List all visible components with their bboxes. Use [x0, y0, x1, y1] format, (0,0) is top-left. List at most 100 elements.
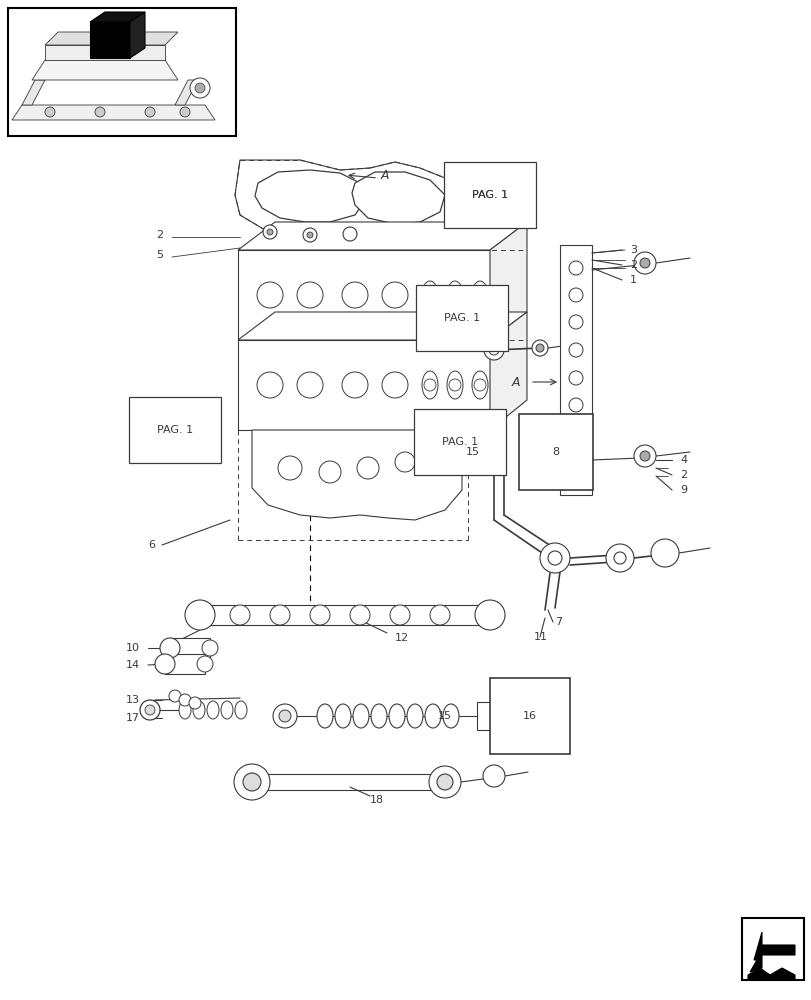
Circle shape [650, 539, 678, 567]
Text: PAG. 1: PAG. 1 [157, 425, 193, 435]
Circle shape [569, 315, 582, 329]
Text: 14: 14 [126, 660, 139, 670]
Circle shape [297, 282, 323, 308]
Circle shape [535, 344, 543, 352]
Text: 7: 7 [554, 617, 561, 627]
Polygon shape [22, 80, 45, 105]
Text: 2: 2 [156, 230, 163, 240]
Polygon shape [351, 172, 444, 224]
Circle shape [169, 690, 181, 702]
Polygon shape [560, 245, 591, 495]
Circle shape [185, 600, 215, 630]
Ellipse shape [446, 281, 462, 309]
Circle shape [257, 282, 283, 308]
Ellipse shape [207, 701, 219, 719]
Text: 2: 2 [629, 260, 637, 270]
Circle shape [423, 379, 436, 391]
Circle shape [381, 372, 407, 398]
Circle shape [448, 289, 461, 301]
Circle shape [272, 704, 297, 728]
Bar [741, 918, 803, 980]
Text: 4: 4 [679, 455, 686, 465]
Circle shape [569, 473, 582, 487]
Text: PAG. 1: PAG. 1 [471, 190, 508, 200]
Polygon shape [200, 605, 489, 625]
Bar [476, 702, 492, 730]
Circle shape [474, 600, 504, 630]
Circle shape [448, 379, 461, 391]
Polygon shape [45, 32, 178, 45]
Circle shape [139, 700, 160, 720]
Circle shape [357, 457, 379, 479]
Text: 12: 12 [394, 633, 409, 643]
Circle shape [569, 425, 582, 439]
Polygon shape [32, 60, 178, 80]
Ellipse shape [471, 371, 487, 399]
Ellipse shape [178, 701, 191, 719]
Circle shape [270, 605, 290, 625]
Circle shape [230, 605, 250, 625]
Circle shape [178, 694, 191, 706]
Polygon shape [238, 250, 489, 340]
Polygon shape [255, 170, 365, 222]
Text: PAG. 1: PAG. 1 [444, 313, 479, 323]
Circle shape [613, 552, 625, 564]
Polygon shape [175, 80, 198, 105]
Ellipse shape [471, 281, 487, 309]
Polygon shape [749, 932, 794, 972]
Circle shape [436, 774, 453, 790]
Circle shape [95, 107, 105, 117]
Ellipse shape [371, 704, 387, 728]
Ellipse shape [422, 371, 437, 399]
Circle shape [639, 451, 649, 461]
Ellipse shape [422, 281, 437, 309]
Polygon shape [12, 105, 215, 120]
Polygon shape [489, 312, 526, 430]
Circle shape [195, 83, 204, 93]
Text: 6: 6 [148, 540, 155, 550]
Ellipse shape [221, 701, 233, 719]
Circle shape [160, 638, 180, 658]
Text: A: A [511, 375, 519, 388]
Text: 1: 1 [629, 275, 636, 285]
Circle shape [474, 289, 486, 301]
Text: 18: 18 [370, 795, 384, 805]
Text: 17: 17 [126, 713, 139, 723]
Circle shape [341, 372, 367, 398]
Circle shape [303, 228, 316, 242]
Circle shape [569, 453, 582, 467]
Circle shape [423, 289, 436, 301]
Text: 8: 8 [551, 447, 559, 457]
Circle shape [633, 252, 655, 274]
Circle shape [263, 225, 277, 239]
Circle shape [297, 372, 323, 398]
Ellipse shape [446, 371, 462, 399]
Bar [169, 638, 210, 658]
Polygon shape [234, 160, 454, 240]
Ellipse shape [353, 704, 368, 728]
Circle shape [202, 640, 217, 656]
Circle shape [145, 705, 155, 715]
Text: PAG. 1: PAG. 1 [471, 190, 508, 200]
Ellipse shape [443, 704, 458, 728]
Circle shape [488, 345, 499, 355]
Polygon shape [251, 430, 461, 520]
Ellipse shape [406, 704, 423, 728]
Text: 15: 15 [437, 711, 452, 721]
Circle shape [491, 706, 510, 726]
Polygon shape [747, 968, 794, 980]
Circle shape [342, 227, 357, 241]
Circle shape [431, 446, 448, 464]
Circle shape [242, 773, 260, 791]
Polygon shape [130, 12, 145, 58]
Polygon shape [238, 340, 489, 430]
Bar [165, 654, 204, 674]
Text: 3: 3 [629, 245, 636, 255]
Text: 2: 2 [679, 470, 686, 480]
Circle shape [569, 288, 582, 302]
Polygon shape [264, 774, 444, 790]
Text: 10: 10 [126, 643, 139, 653]
Polygon shape [238, 222, 526, 250]
Ellipse shape [234, 701, 247, 719]
Circle shape [279, 710, 290, 722]
